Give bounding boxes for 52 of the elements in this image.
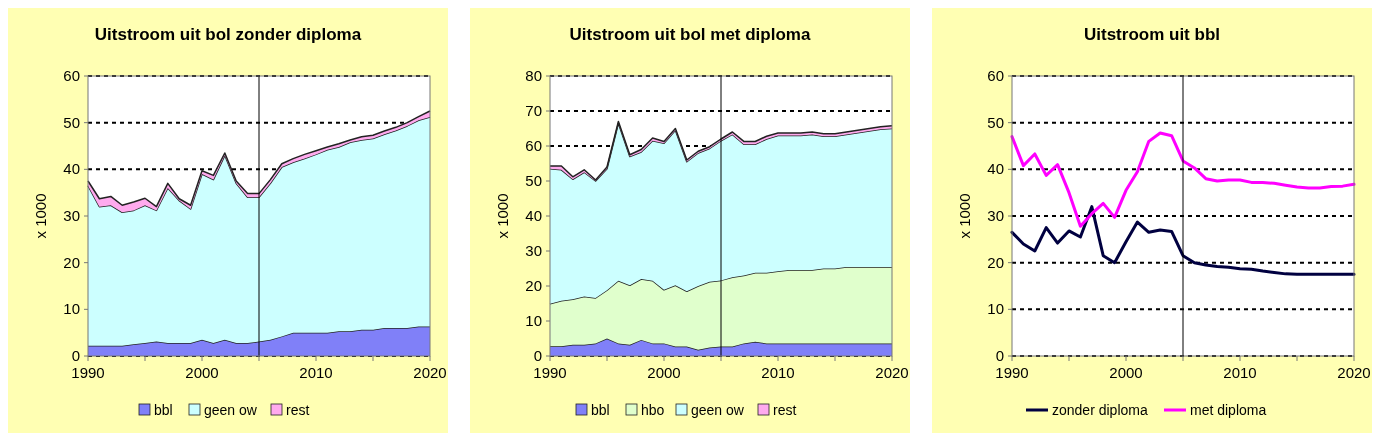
y-tick-label: 10 <box>63 300 80 318</box>
legend-label: geen ow <box>691 402 745 418</box>
legend-label: bbl <box>591 402 610 418</box>
y-axis-title: x 1000 <box>956 193 973 239</box>
y-tick-label: 60 <box>987 67 1004 84</box>
chart-title: Uitstroom uit bol zonder diploma <box>94 25 362 44</box>
legend-label: rest <box>286 402 310 418</box>
x-tick-label: 1990 <box>533 364 567 381</box>
x-tick-label: 2010 <box>761 364 795 381</box>
y-tick-label: 60 <box>63 67 80 84</box>
legend-label: geen ow <box>204 402 258 418</box>
y-axis-title: x 1000 <box>32 193 49 239</box>
y-tick-label: 50 <box>987 113 1004 131</box>
y-axis-title: x 1000 <box>494 193 511 239</box>
x-tick-label: 2000 <box>185 364 219 381</box>
x-tick-label: 2010 <box>299 364 333 381</box>
y-tick-label: 60 <box>525 137 542 154</box>
y-tick-label: 10 <box>987 300 1004 318</box>
legend-label: hbo <box>641 402 665 418</box>
y-tick-label: 40 <box>525 207 542 224</box>
legend-label: bbl <box>154 402 173 418</box>
x-tick-label: 2020 <box>413 364 447 381</box>
chart-title: Uitstroom uit bbl <box>1084 25 1220 44</box>
x-tick-label: 2020 <box>875 364 909 381</box>
legend-label: rest <box>773 402 797 418</box>
x-tick-label: 1990 <box>71 364 105 381</box>
y-tick-label: 30 <box>63 207 80 224</box>
y-tick-label: 40 <box>987 160 1004 178</box>
legend-label: zonder diploma <box>1052 402 1148 418</box>
y-tick-label: 20 <box>987 253 1004 271</box>
x-tick-label: 2020 <box>1337 364 1371 381</box>
y-tick-label: 20 <box>63 253 80 271</box>
y-tick-label: 40 <box>63 160 80 178</box>
y-tick-label: 50 <box>63 113 80 131</box>
y-tick-label: 80 <box>525 67 542 84</box>
line-series <box>1010 205 1356 276</box>
y-tick-label: 70 <box>525 102 542 119</box>
y-tick-label: 20 <box>525 277 542 294</box>
x-tick-label: 1990 <box>995 364 1029 381</box>
y-tick-label: 30 <box>525 242 542 259</box>
y-tick-label: 10 <box>525 312 542 329</box>
y-tick-label: 0 <box>533 347 542 364</box>
x-tick-label: 2000 <box>1109 364 1143 381</box>
y-tick-label: 0 <box>71 347 80 364</box>
y-tick-label: 30 <box>987 207 1004 224</box>
y-tick-label: 50 <box>525 172 542 189</box>
chart-title: Uitstroom uit bol met diploma <box>569 25 811 44</box>
legend-label: met diploma <box>1190 402 1267 418</box>
x-tick-label: 2000 <box>647 364 681 381</box>
x-tick-label: 2010 <box>1223 364 1257 381</box>
y-tick-label: 0 <box>995 347 1004 364</box>
line-series <box>1010 131 1356 228</box>
